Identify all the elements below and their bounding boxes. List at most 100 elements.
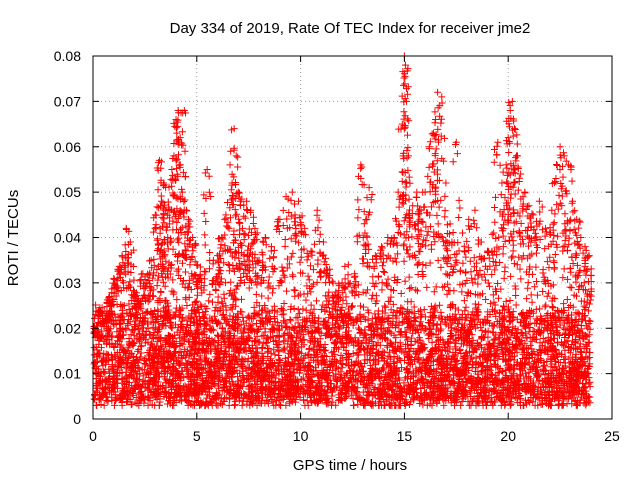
roti-point — [491, 335, 499, 343]
roti-point — [110, 401, 118, 409]
roti-point — [304, 401, 312, 409]
roti-point — [542, 301, 550, 309]
roti-point — [241, 324, 249, 332]
roti-point — [209, 317, 217, 325]
roti-point — [271, 351, 279, 359]
roti-point — [350, 401, 358, 409]
roti-point — [368, 398, 376, 406]
roti-point — [417, 306, 425, 314]
roti-point — [154, 338, 162, 346]
roti-point — [299, 305, 307, 313]
roti-point — [286, 316, 294, 324]
roti-point — [272, 336, 280, 344]
roti-point — [228, 305, 236, 313]
roti-point — [371, 355, 379, 363]
roti-point — [528, 298, 536, 306]
roti-point — [145, 330, 153, 338]
roti-point — [315, 314, 323, 322]
roti-point — [282, 324, 290, 332]
roti-point — [290, 305, 298, 313]
roti-point — [355, 324, 363, 332]
roti-point — [328, 304, 336, 312]
roti-point — [104, 351, 112, 359]
roti-point — [252, 336, 260, 344]
roti-point — [388, 341, 396, 349]
roti-point — [518, 346, 526, 354]
roti-point — [397, 364, 405, 372]
points-layer — [90, 52, 595, 409]
roti-point — [258, 343, 266, 351]
roti-point — [127, 401, 135, 409]
roti-point — [109, 366, 117, 374]
chart-title: Day 334 of 2019, Rate Of TEC Index for r… — [170, 20, 531, 37]
roti-point — [187, 346, 195, 354]
roti-point — [420, 306, 428, 314]
roti-point — [91, 314, 99, 322]
roti-point — [225, 401, 233, 409]
roti-point — [332, 339, 340, 347]
roti-point — [329, 398, 337, 406]
roti-point — [487, 370, 495, 378]
roti-point — [529, 398, 537, 406]
roti-point — [448, 324, 456, 332]
roti-point — [499, 302, 507, 310]
roti-point — [90, 395, 98, 403]
roti-point — [218, 401, 226, 409]
roti-point — [270, 313, 278, 321]
roti-point — [366, 361, 374, 369]
roti-point — [393, 358, 401, 366]
roti-point — [539, 335, 547, 343]
roti-point — [575, 310, 583, 318]
roti-point — [198, 361, 206, 369]
roti-point — [544, 350, 552, 358]
roti-point — [451, 325, 459, 333]
roti-point — [428, 338, 436, 346]
roti-point — [415, 321, 423, 329]
roti-point — [374, 307, 382, 315]
roti-point — [478, 327, 486, 335]
roti-point — [517, 371, 525, 379]
roti-point — [412, 314, 420, 322]
roti-point — [244, 313, 252, 321]
roti-point — [339, 360, 347, 368]
roti-point — [338, 364, 346, 372]
roti-point — [263, 338, 271, 346]
roti-point — [522, 369, 530, 377]
roti-point — [359, 388, 367, 396]
roti-point — [100, 368, 108, 376]
roti-point — [349, 350, 357, 358]
roti-point — [560, 300, 568, 308]
roti-point — [270, 346, 278, 354]
roti-point — [383, 397, 391, 405]
roti-point — [499, 315, 507, 323]
roti-point — [169, 401, 177, 409]
roti-point — [299, 331, 307, 339]
roti-point — [481, 345, 489, 353]
roti-point — [440, 401, 448, 409]
roti-point — [235, 377, 243, 385]
roti-point — [541, 303, 549, 311]
roti-point — [537, 316, 545, 324]
roti-point — [302, 306, 310, 314]
roti-point — [586, 317, 594, 325]
roti-point — [91, 364, 99, 372]
roti-point — [210, 312, 218, 320]
roti-point — [419, 375, 427, 383]
roti-point — [302, 318, 310, 326]
roti-point — [415, 308, 423, 316]
roti-point — [513, 315, 521, 323]
roti-point — [154, 308, 162, 316]
roti-point — [264, 307, 272, 315]
roti-point — [492, 394, 500, 402]
roti-point — [332, 329, 340, 337]
roti-point — [462, 303, 470, 311]
roti-point — [148, 334, 156, 342]
roti-point — [113, 348, 121, 356]
roti-point — [252, 344, 260, 352]
roti-point — [280, 344, 288, 352]
roti-point — [295, 310, 303, 318]
roti-point — [444, 339, 452, 347]
roti-point — [442, 347, 450, 355]
